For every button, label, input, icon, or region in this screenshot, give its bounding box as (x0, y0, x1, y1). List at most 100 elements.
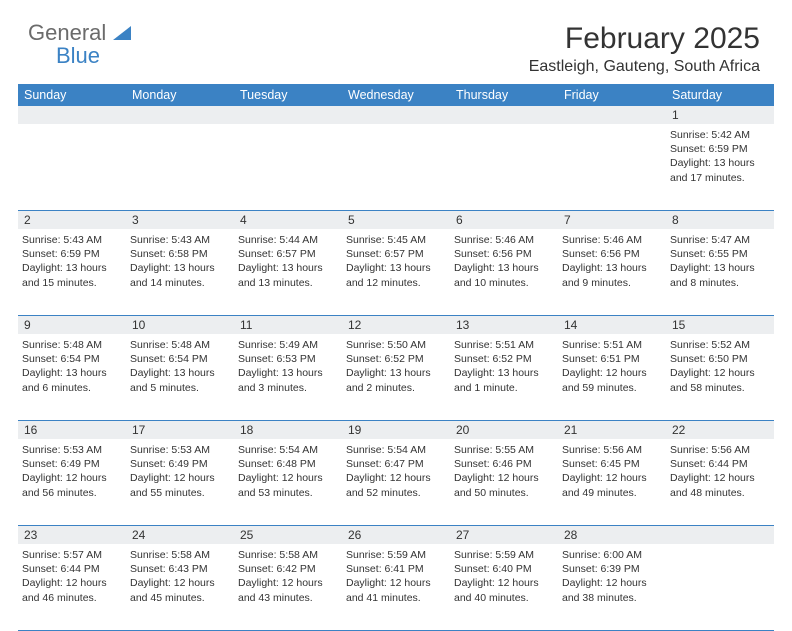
cell-body: Sunrise: 5:59 AMSunset: 6:40 PMDaylight:… (454, 547, 554, 605)
day-number: 26 (342, 526, 450, 544)
calendar-cell: Sunrise: 5:56 AMSunset: 6:45 PMDaylight:… (558, 439, 666, 525)
weekday-fri: Friday (558, 84, 666, 106)
calendar-cell: Sunrise: 5:58 AMSunset: 6:43 PMDaylight:… (126, 544, 234, 630)
day-number (666, 526, 774, 544)
cell-body: Sunrise: 5:54 AMSunset: 6:48 PMDaylight:… (238, 442, 338, 500)
calendar-cell: Sunrise: 6:00 AMSunset: 6:39 PMDaylight:… (558, 544, 666, 630)
cell-body: Sunrise: 5:51 AMSunset: 6:52 PMDaylight:… (454, 337, 554, 395)
calendar-cell: Sunrise: 5:42 AMSunset: 6:59 PMDaylight:… (666, 124, 774, 210)
cell-body: Sunrise: 5:46 AMSunset: 6:56 PMDaylight:… (562, 232, 662, 290)
calendar-cell: Sunrise: 5:46 AMSunset: 6:56 PMDaylight:… (558, 229, 666, 315)
cell-body: Sunrise: 5:58 AMSunset: 6:43 PMDaylight:… (130, 547, 230, 605)
day-number: 18 (234, 421, 342, 439)
calendar-cell: Sunrise: 5:59 AMSunset: 6:41 PMDaylight:… (342, 544, 450, 630)
calendar-cell: Sunrise: 5:58 AMSunset: 6:42 PMDaylight:… (234, 544, 342, 630)
day-number: 2 (18, 211, 126, 229)
logo-text: General Blue (28, 22, 131, 68)
calendar: Sunday Monday Tuesday Wednesday Thursday… (18, 84, 774, 631)
calendar-cell: Sunrise: 5:56 AMSunset: 6:44 PMDaylight:… (666, 439, 774, 525)
day-number: 6 (450, 211, 558, 229)
day-number: 19 (342, 421, 450, 439)
week-row: Sunrise: 5:53 AMSunset: 6:49 PMDaylight:… (18, 439, 774, 526)
logo-word-1: General (28, 20, 106, 45)
day-number: 3 (126, 211, 234, 229)
day-number: 5 (342, 211, 450, 229)
cell-body: Sunrise: 5:53 AMSunset: 6:49 PMDaylight:… (22, 442, 122, 500)
day-number: 8 (666, 211, 774, 229)
day-number: 15 (666, 316, 774, 334)
calendar-cell: Sunrise: 5:52 AMSunset: 6:50 PMDaylight:… (666, 334, 774, 420)
cell-body: Sunrise: 5:51 AMSunset: 6:51 PMDaylight:… (562, 337, 662, 395)
weekday-sun: Sunday (18, 84, 126, 106)
logo-word-2: Blue (56, 43, 100, 68)
week-row: Sunrise: 5:57 AMSunset: 6:44 PMDaylight:… (18, 544, 774, 631)
day-number: 7 (558, 211, 666, 229)
calendar-cell (450, 124, 558, 210)
day-number: 12 (342, 316, 450, 334)
day-number-row: 9101112131415 (18, 316, 774, 334)
day-number (450, 106, 558, 124)
cell-body: Sunrise: 5:42 AMSunset: 6:59 PMDaylight:… (670, 127, 770, 185)
cell-body: Sunrise: 5:52 AMSunset: 6:50 PMDaylight:… (670, 337, 770, 395)
calendar-cell (342, 124, 450, 210)
weekday-mon: Monday (126, 84, 234, 106)
calendar-cell: Sunrise: 5:50 AMSunset: 6:52 PMDaylight:… (342, 334, 450, 420)
weeks-container: 1 Sunrise: 5:42 AMSunset: 6:59 PMDaylight… (18, 106, 774, 631)
day-number: 24 (126, 526, 234, 544)
cell-body: Sunrise: 5:47 AMSunset: 6:55 PMDaylight:… (670, 232, 770, 290)
cell-body: Sunrise: 5:43 AMSunset: 6:58 PMDaylight:… (130, 232, 230, 290)
day-number: 28 (558, 526, 666, 544)
calendar-cell: Sunrise: 5:44 AMSunset: 6:57 PMDaylight:… (234, 229, 342, 315)
calendar-cell: Sunrise: 5:54 AMSunset: 6:48 PMDaylight:… (234, 439, 342, 525)
day-number: 1 (666, 106, 774, 124)
calendar-cell (234, 124, 342, 210)
day-number (558, 106, 666, 124)
calendar-cell: Sunrise: 5:45 AMSunset: 6:57 PMDaylight:… (342, 229, 450, 315)
calendar-cell: Sunrise: 5:47 AMSunset: 6:55 PMDaylight:… (666, 229, 774, 315)
day-number: 11 (234, 316, 342, 334)
day-number (234, 106, 342, 124)
logo: General Blue (28, 22, 131, 68)
calendar-cell: Sunrise: 5:43 AMSunset: 6:58 PMDaylight:… (126, 229, 234, 315)
calendar-cell: Sunrise: 5:43 AMSunset: 6:59 PMDaylight:… (18, 229, 126, 315)
calendar-cell (666, 544, 774, 630)
day-number: 16 (18, 421, 126, 439)
week-row: Sunrise: 5:48 AMSunset: 6:54 PMDaylight:… (18, 334, 774, 421)
calendar-cell: Sunrise: 5:53 AMSunset: 6:49 PMDaylight:… (18, 439, 126, 525)
cell-body: Sunrise: 5:44 AMSunset: 6:57 PMDaylight:… (238, 232, 338, 290)
cell-body: Sunrise: 5:50 AMSunset: 6:52 PMDaylight:… (346, 337, 446, 395)
calendar-cell: Sunrise: 5:51 AMSunset: 6:51 PMDaylight:… (558, 334, 666, 420)
day-number: 23 (18, 526, 126, 544)
cell-body: Sunrise: 5:53 AMSunset: 6:49 PMDaylight:… (130, 442, 230, 500)
week-row: Sunrise: 5:42 AMSunset: 6:59 PMDaylight:… (18, 124, 774, 211)
calendar-cell: Sunrise: 5:59 AMSunset: 6:40 PMDaylight:… (450, 544, 558, 630)
day-number: 10 (126, 316, 234, 334)
day-number-row: 232425262728 (18, 526, 774, 544)
calendar-cell (126, 124, 234, 210)
cell-body: Sunrise: 5:57 AMSunset: 6:44 PMDaylight:… (22, 547, 122, 605)
weekday-header: Sunday Monday Tuesday Wednesday Thursday… (18, 84, 774, 106)
calendar-cell: Sunrise: 5:51 AMSunset: 6:52 PMDaylight:… (450, 334, 558, 420)
cell-body: Sunrise: 5:56 AMSunset: 6:44 PMDaylight:… (670, 442, 770, 500)
day-number: 27 (450, 526, 558, 544)
day-number: 17 (126, 421, 234, 439)
day-number (126, 106, 234, 124)
calendar-cell: Sunrise: 5:46 AMSunset: 6:56 PMDaylight:… (450, 229, 558, 315)
cell-body: Sunrise: 5:43 AMSunset: 6:59 PMDaylight:… (22, 232, 122, 290)
day-number (342, 106, 450, 124)
calendar-cell: Sunrise: 5:55 AMSunset: 6:46 PMDaylight:… (450, 439, 558, 525)
header: General Blue February 2025 Eastleigh, Ga… (0, 0, 792, 84)
day-number: 13 (450, 316, 558, 334)
day-number: 20 (450, 421, 558, 439)
weekday-wed: Wednesday (342, 84, 450, 106)
cell-body: Sunrise: 5:56 AMSunset: 6:45 PMDaylight:… (562, 442, 662, 500)
calendar-cell (18, 124, 126, 210)
calendar-cell: Sunrise: 5:49 AMSunset: 6:53 PMDaylight:… (234, 334, 342, 420)
cell-body: Sunrise: 5:45 AMSunset: 6:57 PMDaylight:… (346, 232, 446, 290)
day-number: 9 (18, 316, 126, 334)
cell-body: Sunrise: 5:48 AMSunset: 6:54 PMDaylight:… (130, 337, 230, 395)
cell-body: Sunrise: 5:58 AMSunset: 6:42 PMDaylight:… (238, 547, 338, 605)
cell-body: Sunrise: 5:46 AMSunset: 6:56 PMDaylight:… (454, 232, 554, 290)
calendar-cell: Sunrise: 5:48 AMSunset: 6:54 PMDaylight:… (18, 334, 126, 420)
cell-body: Sunrise: 5:49 AMSunset: 6:53 PMDaylight:… (238, 337, 338, 395)
